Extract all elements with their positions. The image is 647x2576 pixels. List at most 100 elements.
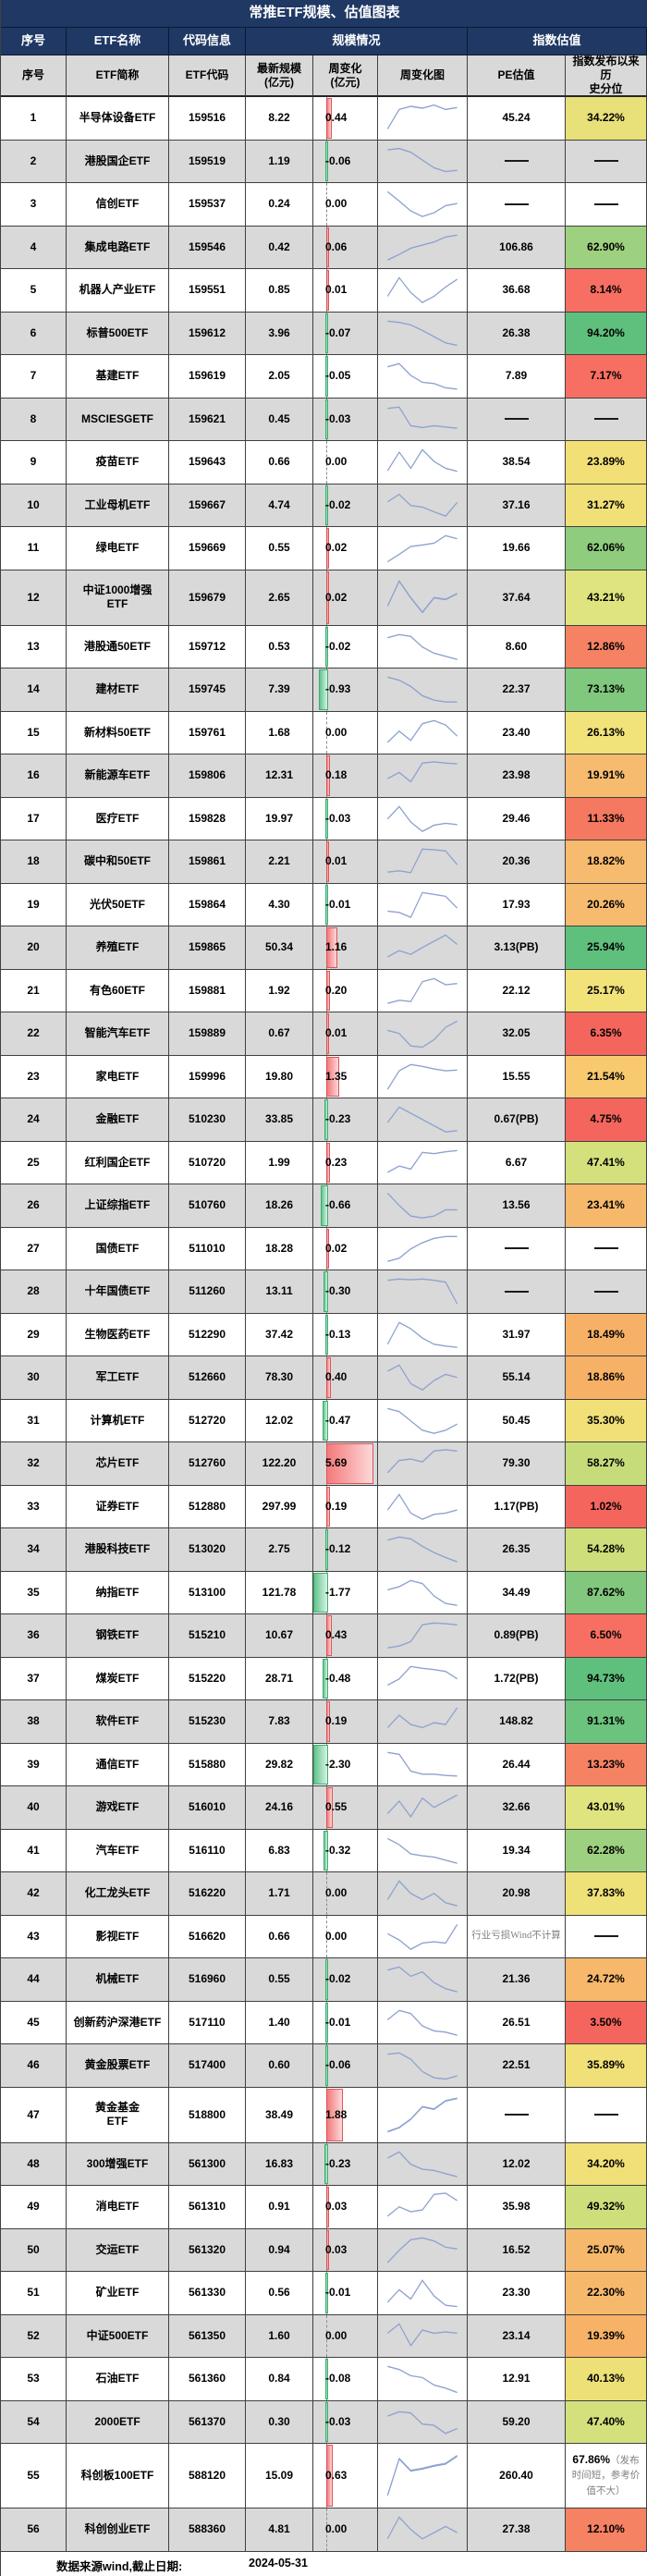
weekly-change-cell: 0.63 bbox=[313, 2444, 378, 2509]
weekly-change-sparkline-cell bbox=[378, 97, 468, 141]
weekly-change-cell: -0.03 bbox=[313, 797, 378, 840]
weekly-change-value: 0.01 bbox=[325, 283, 348, 297]
weekly-change-value: -0.02 bbox=[325, 497, 351, 511]
etf-name-cell: 钢铁ETF bbox=[67, 1614, 169, 1658]
etf-name-cell: 基建ETF bbox=[67, 355, 169, 399]
percentile-cell: 12.10% bbox=[566, 2509, 647, 2552]
weekly-change-sparkline-cell bbox=[378, 2087, 468, 2143]
percentile-cell: 49.32% bbox=[566, 2186, 647, 2229]
etf-row-7: 7 基建ETF 159619 2.05 -0.05 7.89 7.17% bbox=[1, 355, 647, 399]
percentile-cell: 1.02% bbox=[566, 1485, 647, 1528]
serial-cell: 45 bbox=[1, 2001, 67, 2044]
no-data-dash bbox=[593, 418, 618, 421]
etf-row-4: 4 集成电路ETF 159546 0.42 0.06 106.86 62.90% bbox=[1, 226, 647, 269]
etf-code-cell: 159712 bbox=[169, 625, 246, 669]
percentile-cell: 12.86% bbox=[566, 625, 647, 669]
weekly-change-value: 0.00 bbox=[325, 2522, 348, 2536]
latest-scale-cell: 7.83 bbox=[246, 1700, 313, 1744]
weekly-change-value: -0.03 bbox=[325, 811, 351, 825]
no-data-dash bbox=[593, 160, 618, 163]
weekly-change-sparkline-cell bbox=[378, 1614, 468, 1658]
weekly-change-sparkline-cell bbox=[378, 1313, 468, 1356]
etf-code-cell: 588120 bbox=[169, 2444, 246, 2509]
percentile-cell: 24.72% bbox=[566, 1958, 647, 2002]
percentile-value: 23.41% bbox=[587, 1198, 625, 1212]
etf-name-cell: 纳指ETF bbox=[67, 1571, 169, 1614]
pe-valuation-cell: 26.51 bbox=[468, 2001, 566, 2044]
change-data-bar bbox=[325, 2359, 328, 2399]
latest-scale-cell: 1.92 bbox=[246, 969, 313, 1012]
etf-name-cell: 计算机ETF bbox=[67, 1399, 169, 1442]
pe-valuation-cell: 21.36 bbox=[468, 1958, 566, 2002]
weekly-change-cell: -0.08 bbox=[313, 2358, 378, 2401]
weekly-change-value: -0.05 bbox=[325, 369, 351, 383]
sparkline-chart bbox=[386, 1492, 458, 1520]
weekly-change-sparkline-cell bbox=[378, 1098, 468, 1142]
percentile-cell: 34.20% bbox=[566, 2142, 647, 2186]
pe-not-calculated-note: 行业亏损Wind不计算 bbox=[471, 1931, 561, 1942]
etf-row-37: 37 煤炭ETF 515220 28.71 -0.48 1.72(PB) 94.73% bbox=[1, 1657, 647, 1700]
change-data-bar bbox=[326, 1056, 339, 1097]
latest-scale-cell: 1.60 bbox=[246, 2314, 313, 2358]
etf-row-8: 8 MSCIESGETF 159621 0.45 -0.03 bbox=[1, 398, 647, 441]
no-data-dash bbox=[504, 202, 529, 205]
etf-code-cell: 512760 bbox=[169, 1442, 246, 1486]
pe-valuation-cell: 26.38 bbox=[468, 312, 566, 355]
etf-name-cell: 黄金股票ETF bbox=[67, 2044, 169, 2088]
etf-name-cell: 汽车ETF bbox=[67, 1829, 169, 1872]
latest-scale-cell: 4.81 bbox=[246, 2509, 313, 2552]
no-data-dash bbox=[504, 418, 529, 421]
page-title: 常推ETF规模、估值图表 bbox=[1, 0, 647, 28]
weekly-change-cell: -0.01 bbox=[313, 883, 378, 926]
percentile-cell: 58.27% bbox=[566, 1442, 647, 1486]
change-data-bar bbox=[326, 570, 329, 624]
sparkline-chart bbox=[386, 2009, 458, 2036]
serial-cell: 4 bbox=[1, 226, 67, 269]
etf-name-cell: MSCIESGETF bbox=[67, 398, 169, 441]
sparkline-chart bbox=[387, 1966, 458, 1993]
etf-code-cell: 511010 bbox=[169, 1227, 246, 1270]
pe-valuation-cell: 1.17(PB) bbox=[468, 1485, 566, 1528]
percentile-cell: 20.26% bbox=[566, 883, 647, 926]
serial-cell: 27 bbox=[1, 1227, 67, 1270]
percentile-cell: 18.86% bbox=[566, 1356, 647, 1400]
weekly-change-sparkline-cell bbox=[378, 2509, 468, 2552]
percentile-value: 31.27% bbox=[587, 497, 625, 511]
etf-name-cell: 家电ETF bbox=[67, 1055, 169, 1098]
weekly-change-value: -0.02 bbox=[325, 1972, 351, 1986]
percentile-value: 47.41% bbox=[587, 1155, 625, 1169]
weekly-change-value: 0.06 bbox=[325, 239, 348, 253]
etf-code-cell: 512880 bbox=[169, 1485, 246, 1528]
weekly-change-cell: 0.00 bbox=[313, 2509, 378, 2552]
serial-cell: 25 bbox=[1, 1141, 67, 1184]
weekly-change-cell: -0.01 bbox=[313, 2272, 378, 2315]
latest-scale-cell: 0.55 bbox=[246, 1958, 313, 2002]
weekly-change-value: 0.40 bbox=[325, 1370, 348, 1384]
etf-name-cell: 黄金基金 ETF bbox=[67, 2087, 169, 2143]
change-data-bar bbox=[326, 98, 332, 139]
etf-row-31: 31 计算机ETF 512720 12.02 -0.47 50.45 35.30% bbox=[1, 1399, 647, 1442]
percentile-value: 58.27% bbox=[587, 1456, 625, 1470]
etf-name-cell: 港股通50ETF bbox=[67, 625, 169, 669]
percentile-value: 6.50% bbox=[590, 1628, 622, 1642]
percentile-value: 21.54% bbox=[587, 1069, 625, 1083]
latest-scale-cell: 0.91 bbox=[246, 2186, 313, 2229]
weekly-change-value: -0.30 bbox=[325, 1284, 351, 1298]
etf-row-52: 52 中证500ETF 561350 1.60 0.00 23.14 19.39% bbox=[1, 2314, 647, 2358]
sparkline-chart bbox=[387, 1837, 458, 1864]
serial-cell: 14 bbox=[1, 669, 67, 712]
weekly-change-value: -0.08 bbox=[325, 2372, 351, 2386]
change-data-bar bbox=[325, 141, 328, 181]
etf-code-cell: 516960 bbox=[169, 1958, 246, 2002]
no-data-dash bbox=[593, 1935, 618, 1938]
weekly-change-sparkline-cell bbox=[378, 226, 468, 269]
etf-code-cell: 588360 bbox=[169, 2509, 246, 2552]
etf-row-5: 5 机器人产业ETF 159551 0.85 0.01 36.68 8.14% bbox=[1, 269, 647, 313]
etf-code-cell: 515880 bbox=[169, 1743, 246, 1786]
col-header-weekly-chart: 周变化图 bbox=[378, 55, 468, 97]
percentile-cell: 94.20% bbox=[566, 312, 647, 355]
weekly-change-cell: 0.02 bbox=[313, 570, 378, 626]
serial-cell: 39 bbox=[1, 1743, 67, 1786]
percentile-value: 12.86% bbox=[587, 639, 625, 653]
latest-scale-cell: 19.97 bbox=[246, 797, 313, 840]
